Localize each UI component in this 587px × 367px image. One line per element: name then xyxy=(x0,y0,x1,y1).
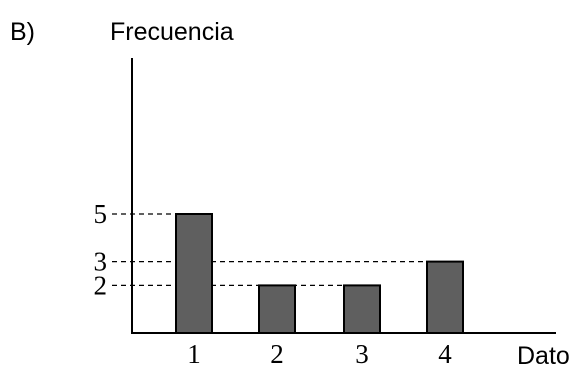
x-tick-label: 3 xyxy=(355,339,369,367)
y-axis-label: Frecuencia xyxy=(110,18,234,46)
x-tick-label: 1 xyxy=(187,339,201,367)
x-axis-label: Dato xyxy=(517,342,570,367)
bar-4 xyxy=(426,260,464,335)
y-tick-label: 5 xyxy=(94,199,108,229)
bars xyxy=(175,213,464,335)
option-label: B) xyxy=(10,18,35,46)
x-tick-label: 4 xyxy=(438,339,452,367)
x-tick-label: 2 xyxy=(270,339,284,367)
bar-2 xyxy=(258,284,296,334)
bar-1 xyxy=(175,213,213,334)
bar-3 xyxy=(343,284,381,334)
y-tick-label: 3 xyxy=(94,247,108,277)
y-tick-labels: 23 5 xyxy=(94,199,108,300)
y-tick-label: 2 xyxy=(94,270,108,300)
x-tick-labels: 1 2 3 4 xyxy=(187,339,452,367)
reference-lines xyxy=(112,213,445,286)
